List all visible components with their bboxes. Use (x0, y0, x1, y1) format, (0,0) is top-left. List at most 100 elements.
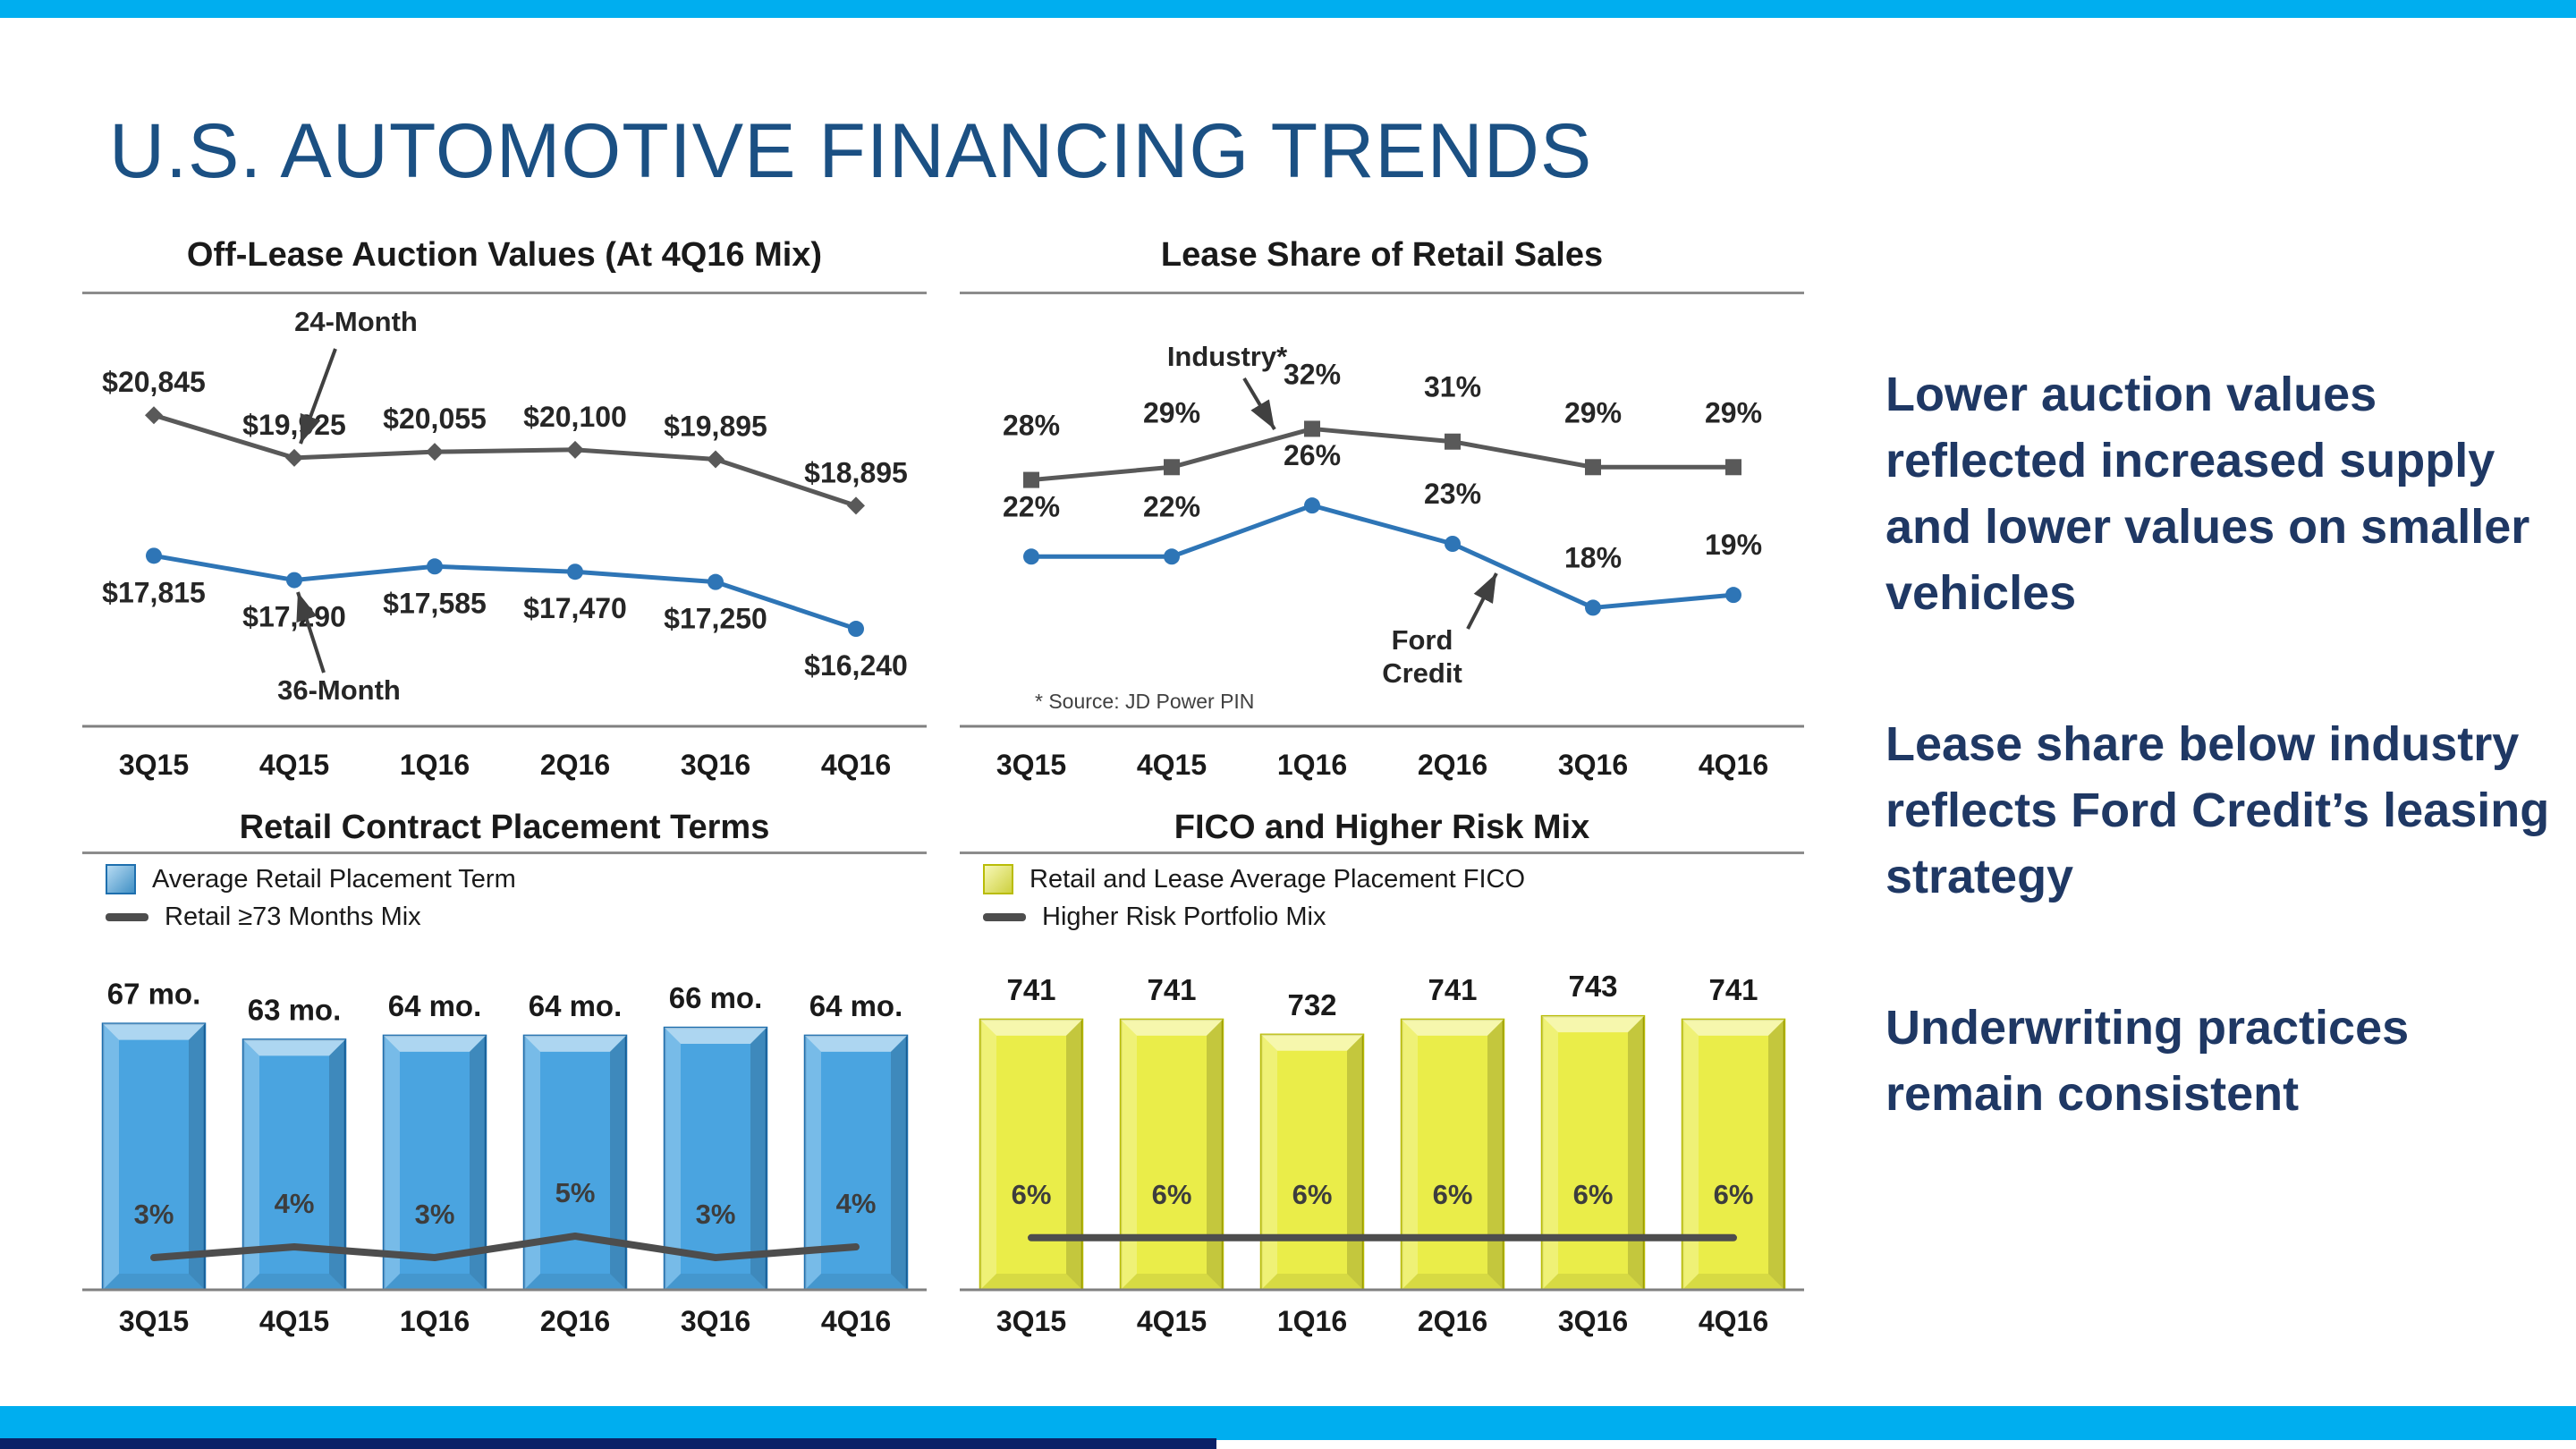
top-accent-bar (0, 0, 2576, 18)
chart-title: Off-Lease Auction Values (At 4Q16 Mix) (186, 236, 823, 274)
svg-text:$18,895: $18,895 (804, 456, 908, 488)
chart-fico-and-higher-risk-mix: FICO and Higher Risk Mix Retail and Leas… (960, 803, 1804, 1349)
svg-text:743: 743 (1568, 970, 1617, 1003)
svg-text:741: 741 (1006, 973, 1055, 1006)
fico-plot: 741 741 732 741 743 741 6% 6% 6% 6% 6% 6% 3Q15 4Q15 1Q… (960, 803, 1804, 1349)
legend-item-placement-fico: Retail and Lease Average Placement FICO (983, 860, 1525, 898)
bar (1400, 1018, 1505, 1292)
svg-text:22%: 22% (1143, 490, 1200, 522)
line-swatch-icon (106, 912, 148, 921)
legend-item-placement-term: Average Retail Placement Term (106, 860, 516, 898)
bullet-underwriting: Underwriting practices remain consistent (1885, 1000, 2410, 1121)
retail-contract-placement-terms-plot: 67 mo. 63 mo. 64 mo. 64 mo. 66 mo. 64 mo. 3% 4%… (82, 978, 927, 1337)
svg-text:3%: 3% (696, 1199, 736, 1230)
svg-text:64 mo.: 64 mo. (388, 989, 482, 1022)
chart-lease-share-of-retail-sales: Lease Share of Retail Sales 3Q15 4Q15 1Q16… (960, 231, 1804, 812)
chart-retail-contract-placement-terms: Retail Contract Placement Terms Average … (82, 803, 927, 1349)
svg-text:3%: 3% (134, 1199, 174, 1230)
svg-text:63 mo.: 63 mo. (248, 993, 342, 1026)
bar (1540, 1014, 1646, 1292)
svg-text:1Q16: 1Q16 (400, 749, 470, 781)
svg-text:31%: 31% (1424, 371, 1481, 403)
svg-text:3Q16: 3Q16 (681, 749, 750, 781)
page-title: U.S. AUTOMOTIVE FINANCING TRENDS (109, 108, 1593, 194)
svg-text:732: 732 (1287, 988, 1336, 1021)
svg-text:Ford: Ford (1392, 624, 1453, 656)
svg-text:4Q16: 4Q16 (821, 1305, 891, 1337)
svg-text:67 mo.: 67 mo. (107, 978, 201, 1011)
svg-text:$17,290: $17,290 (242, 601, 346, 633)
svg-text:1Q16: 1Q16 (1277, 1305, 1347, 1337)
legend-label: Average Retail Placement Term (152, 864, 516, 894)
series-24-Month: $20,845 $19,925 $20,055 $20,100 $19,895 $18,8… (102, 366, 908, 515)
bar (101, 1022, 207, 1292)
svg-text:29%: 29% (1564, 396, 1622, 428)
svg-text:5%: 5% (555, 1177, 596, 1208)
svg-text:2Q16: 2Q16 (540, 749, 610, 781)
risk-mix-line (150, 1233, 860, 1261)
legend-item-higher-risk-mix: Higher Risk Portfolio Mix (983, 898, 1525, 936)
svg-text:$19,895: $19,895 (664, 410, 767, 442)
svg-text:24-Month: 24-Month (294, 306, 418, 337)
svg-text:19%: 19% (1705, 529, 1762, 561)
chart-rule (960, 292, 1804, 294)
svg-text:29%: 29% (1705, 396, 1762, 428)
svg-text:6%: 6% (1433, 1179, 1473, 1210)
svg-text:4%: 4% (275, 1188, 315, 1219)
series-Ford Credit: 22% 22% 26% 23% 18% 19% (1003, 439, 1762, 616)
svg-text:$19,925: $19,925 (242, 409, 346, 441)
svg-text:3Q16: 3Q16 (1558, 749, 1628, 781)
off-lease-auction-plot: 3Q15 4Q15 1Q16 2Q16 3Q16 4Q16 $20,845 $19,925 $2… (82, 231, 927, 812)
svg-text:3Q15: 3Q15 (119, 1305, 189, 1337)
svg-text:4Q16: 4Q16 (1699, 749, 1768, 781)
bar (1681, 1018, 1786, 1292)
chart-rule (960, 852, 1804, 854)
bar (522, 1034, 628, 1292)
series-Industry: 28% 29% 32% 31% 29% 29% (1003, 358, 1762, 488)
svg-text:* Source: JD Power PIN: * Source: JD Power PIN (1035, 690, 1254, 713)
svg-text:$17,470: $17,470 (523, 592, 627, 624)
chart-title: FICO and Higher Risk Mix (1174, 809, 1590, 846)
legend: Average Retail Placement Term Retail ≥73… (106, 860, 516, 936)
svg-text:4Q16: 4Q16 (821, 749, 891, 781)
svg-text:64 mo.: 64 mo. (529, 989, 623, 1022)
bottom-navy-bar (0, 1438, 1216, 1449)
svg-text:64 mo.: 64 mo. (809, 989, 903, 1022)
legend-item-months-mix: Retail ≥73 Months Mix (106, 898, 516, 936)
bullet-lease-share: Lease share below industry reflects Ford… (1885, 716, 2550, 903)
svg-text:36-Month: 36-Month (277, 674, 401, 706)
off-lease-auction-values-plot: 3Q15 4Q15 1Q16 2Q16 3Q16 4Q16$20,845$19,925 $2… (82, 306, 927, 781)
svg-text:6%: 6% (1714, 1179, 1754, 1210)
svg-text:1Q16: 1Q16 (1277, 749, 1347, 781)
key-takeaways: Lower auction values reflected increased… (1885, 362, 2576, 1213)
bullet-auction-values: Lower auction values reflected increased… (1885, 368, 2530, 620)
svg-text:Industry*: Industry* (1167, 341, 1288, 372)
lease-share-plot: 3Q15 4Q15 1Q16 2Q16 3Q16 4Q16 28% 29% 32% 31% 29% 2… (960, 231, 1804, 812)
svg-text:6%: 6% (1573, 1179, 1614, 1210)
chart-rule (82, 292, 927, 294)
svg-text:6%: 6% (1292, 1179, 1333, 1210)
legend-label: Higher Risk Portfolio Mix (1042, 902, 1326, 931)
svg-text:741: 741 (1428, 973, 1477, 1006)
svg-text:$17,250: $17,250 (664, 603, 767, 635)
bottom-accent-bar (0, 1406, 2576, 1440)
svg-text:6%: 6% (1012, 1179, 1052, 1210)
chart-rule (82, 852, 927, 854)
chart-title: Lease Share of Retail Sales (1160, 236, 1604, 274)
svg-text:$17,585: $17,585 (383, 587, 487, 619)
svg-text:4Q15: 4Q15 (1137, 1305, 1207, 1337)
svg-text:3Q15: 3Q15 (996, 749, 1066, 781)
bar (382, 1034, 487, 1292)
bar-swatch-icon (983, 864, 1013, 894)
svg-text:4Q15: 4Q15 (259, 1305, 329, 1337)
svg-text:$16,240: $16,240 (804, 649, 908, 682)
svg-text:29%: 29% (1143, 396, 1200, 428)
svg-text:$20,055: $20,055 (383, 402, 487, 435)
svg-text:4Q16: 4Q16 (1699, 1305, 1768, 1337)
svg-text:3Q16: 3Q16 (1558, 1305, 1628, 1337)
svg-text:22%: 22% (1003, 490, 1060, 522)
bar (1259, 1033, 1365, 1292)
svg-text:18%: 18% (1564, 541, 1622, 573)
